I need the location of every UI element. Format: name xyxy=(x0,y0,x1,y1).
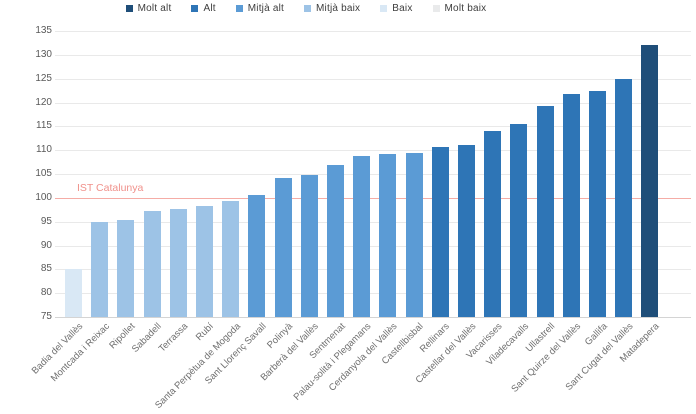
y-tick-label-80: 80 xyxy=(40,287,52,299)
gridline-80 xyxy=(55,293,691,295)
bar-6 xyxy=(222,201,240,317)
bar-22 xyxy=(641,45,659,317)
bar-15 xyxy=(458,145,475,317)
bar-21 xyxy=(615,78,633,317)
bar-18 xyxy=(536,106,554,317)
legend-item-molt_alt: Molt alt xyxy=(125,3,172,14)
bar-16 xyxy=(484,131,502,317)
gridline-135 xyxy=(55,31,691,32)
legend-swatch-baix xyxy=(380,5,388,12)
y-tick-label-85: 85 xyxy=(40,263,52,275)
y-tick-label-90: 90 xyxy=(40,239,52,251)
y-tick-label-115: 115 xyxy=(36,120,52,132)
bar-11 xyxy=(353,156,371,317)
bar-4 xyxy=(169,208,187,317)
reference-line xyxy=(55,197,691,200)
legend-item-alt: Alt xyxy=(191,3,216,14)
y-tick-label-100: 100 xyxy=(35,191,52,203)
gridline-115 xyxy=(55,126,691,128)
y-tick-label-75: 75 xyxy=(40,311,52,322)
gridline-95 xyxy=(55,221,691,223)
legend-label-alt: Alt xyxy=(203,3,216,14)
bar-13 xyxy=(405,152,423,317)
gridline-90 xyxy=(55,245,691,247)
gridline-120 xyxy=(55,102,691,104)
legend-item-mitja_baix: Mitjà baix xyxy=(304,3,360,14)
bar-19 xyxy=(562,94,580,317)
y-tick-label-130: 130 xyxy=(35,48,52,60)
gridline-130 xyxy=(55,54,691,56)
bar-10 xyxy=(327,164,344,317)
bar-8 xyxy=(274,178,292,317)
bar-17 xyxy=(510,123,528,317)
y-tick-label-120: 120 xyxy=(35,96,52,108)
bar-12 xyxy=(379,154,397,317)
legend-item-molt_baix: Molt baix xyxy=(432,3,487,14)
y-tick-label-110: 110 xyxy=(36,144,52,156)
gridline-105 xyxy=(55,174,691,175)
bar-20 xyxy=(589,90,606,317)
bar-14 xyxy=(431,146,449,317)
y-tick-label-105: 105 xyxy=(35,168,52,179)
legend-swatch-mitja_baix xyxy=(304,5,312,12)
legend-swatch-molt_alt xyxy=(125,5,133,12)
gridline-110 xyxy=(55,150,691,152)
bar-1 xyxy=(91,221,109,317)
gridline-85 xyxy=(55,269,691,271)
bar-5 xyxy=(196,206,213,317)
gridline-75 xyxy=(55,317,691,318)
legend-swatch-mitja_alt xyxy=(235,5,243,12)
bar-0 xyxy=(65,269,82,317)
bar-7 xyxy=(248,194,266,317)
y-tick-label-135: 135 xyxy=(35,25,52,36)
y-tick-label-95: 95 xyxy=(40,215,52,227)
y-tick-label-125: 125 xyxy=(35,72,52,84)
bar-2 xyxy=(117,219,135,317)
bar-3 xyxy=(143,210,161,317)
legend-swatch-alt xyxy=(191,5,199,12)
legend-item-baix: Baix xyxy=(380,3,412,14)
x-tick-label-5: Rubí xyxy=(194,321,217,343)
legend-swatch-molt_baix xyxy=(432,5,440,12)
gridline-125 xyxy=(55,78,691,80)
legend-label-mitja_alt: Mitjà alt xyxy=(247,3,285,14)
legend-label-baix: Baix xyxy=(392,3,413,14)
legend-label-mitja_baix: Mitjà baix xyxy=(316,3,361,14)
legend-item-mitja_alt: Mitjà alt xyxy=(235,3,285,14)
legend-label-molt_baix: Molt baix xyxy=(444,3,487,14)
chart-legend: Molt alt Alt Mitjà alt Mitjà baix Baix Molt b… xyxy=(0,3,654,14)
legend-label-molt_alt: Molt alt xyxy=(137,3,172,14)
bar-9 xyxy=(300,175,318,317)
reference-line-label: IST Catalunya xyxy=(77,182,144,194)
